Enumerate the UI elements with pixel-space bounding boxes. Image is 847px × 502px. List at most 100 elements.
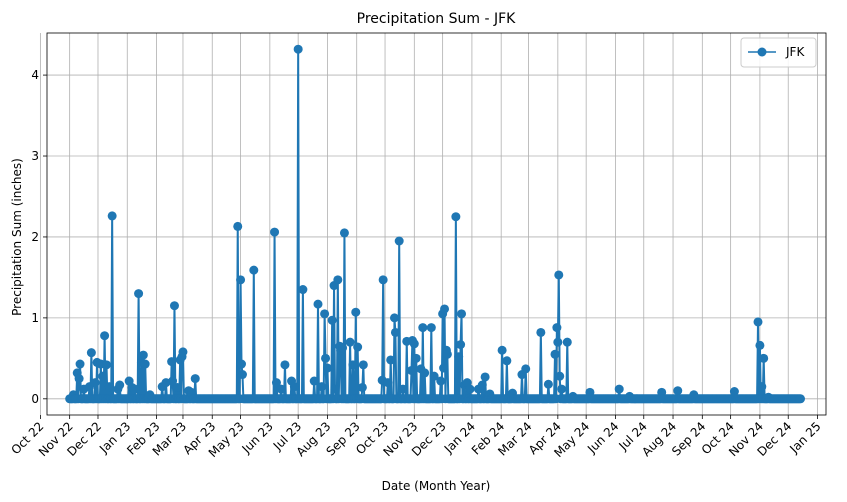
data-point	[552, 323, 562, 333]
data-point	[389, 313, 399, 323]
data-point	[557, 384, 567, 394]
data-point	[293, 44, 303, 54]
data-point	[270, 227, 280, 237]
data-point	[90, 378, 100, 388]
data-point	[280, 360, 290, 370]
data-point	[178, 347, 188, 357]
data-point	[138, 350, 148, 360]
data-point	[426, 323, 436, 333]
data-point	[757, 382, 767, 392]
data-point	[330, 384, 340, 394]
data-point	[411, 353, 421, 363]
data-point	[502, 356, 512, 366]
data-point	[378, 275, 388, 285]
data-point	[442, 349, 452, 359]
data-point	[440, 304, 450, 314]
y-tick-label: 4	[31, 68, 39, 82]
y-tick-label: 3	[31, 149, 39, 163]
data-point	[289, 382, 299, 392]
data-point	[409, 339, 419, 349]
data-point	[550, 349, 560, 359]
data-point	[271, 378, 281, 388]
legend-box	[740, 37, 817, 68]
y-tick-label: 1	[31, 311, 39, 325]
data-point	[420, 368, 430, 378]
data-point	[436, 376, 446, 386]
y-tick-label: 0	[31, 392, 39, 406]
data-point	[536, 327, 546, 337]
data-point	[249, 265, 259, 275]
data-point	[406, 365, 416, 375]
data-point	[673, 386, 683, 396]
data-point	[429, 371, 439, 381]
series-layer	[65, 44, 806, 404]
data-point	[439, 363, 449, 373]
data-point	[75, 359, 85, 369]
data-point	[168, 376, 178, 386]
data-point	[554, 270, 564, 280]
data-point	[755, 340, 765, 350]
data-point	[477, 380, 487, 390]
data-point	[521, 364, 531, 374]
data-point	[390, 327, 400, 337]
data-point	[348, 360, 358, 370]
data-point	[320, 309, 330, 319]
data-point	[451, 212, 461, 222]
data-point	[386, 355, 396, 365]
data-point	[729, 387, 739, 397]
series-markers-jfk	[65, 44, 806, 404]
data-point	[796, 394, 806, 404]
data-point	[465, 384, 475, 394]
data-point	[313, 299, 323, 309]
data-point	[115, 380, 125, 390]
data-point	[562, 337, 572, 347]
data-point	[134, 289, 144, 299]
data-point	[317, 382, 327, 392]
data-point	[398, 384, 408, 394]
data-point	[140, 359, 150, 369]
x-axis-title: Date (Month Year)	[382, 479, 491, 493]
data-point	[190, 374, 200, 384]
data-point	[753, 317, 763, 327]
data-point	[454, 352, 464, 362]
data-point	[555, 371, 565, 381]
data-point	[172, 382, 182, 392]
data-point	[553, 337, 563, 347]
data-point	[759, 353, 769, 363]
data-point	[345, 337, 355, 347]
data-point	[353, 342, 363, 352]
data-point	[104, 382, 114, 392]
data-point	[338, 343, 348, 353]
data-point	[418, 323, 428, 333]
data-point	[327, 315, 337, 325]
data-point	[351, 307, 361, 317]
legend-label-jfk: JFK	[785, 45, 805, 59]
data-point	[497, 345, 507, 355]
data-point	[101, 360, 111, 370]
legend-marker-swatch	[757, 47, 767, 57]
legend: JFK	[740, 37, 817, 68]
data-point	[100, 331, 110, 341]
data-point	[321, 353, 331, 363]
data-point	[309, 376, 319, 386]
data-point	[236, 275, 246, 285]
data-point	[74, 374, 84, 384]
data-point	[339, 228, 349, 238]
data-point	[237, 359, 247, 369]
data-point	[169, 301, 179, 311]
data-point	[543, 379, 553, 389]
data-point	[130, 384, 140, 394]
data-point	[86, 348, 96, 358]
data-point	[98, 371, 108, 381]
data-point	[358, 360, 368, 370]
data-point	[383, 378, 393, 388]
data-point	[456, 340, 466, 350]
data-point	[167, 357, 177, 367]
data-point	[237, 370, 247, 380]
y-tick-label: 2	[31, 230, 39, 244]
data-point	[480, 372, 490, 382]
data-point	[276, 384, 286, 394]
data-point	[322, 363, 332, 373]
data-point	[333, 275, 343, 285]
